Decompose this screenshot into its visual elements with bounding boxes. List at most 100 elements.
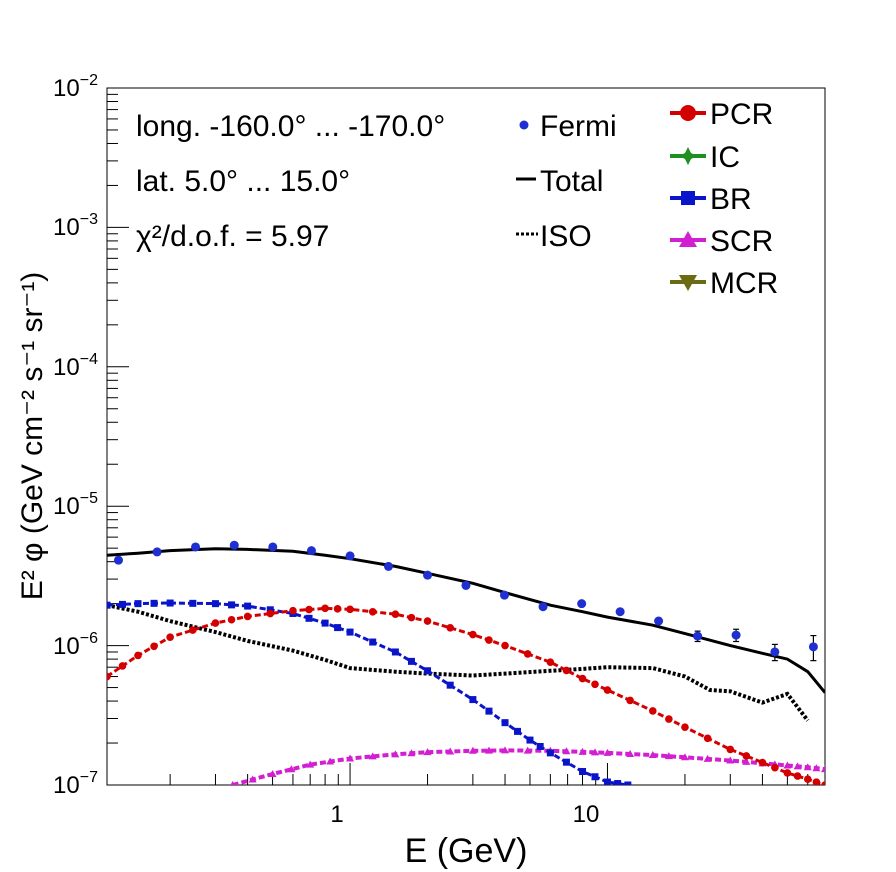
annotation-longitude: long. -160.0° ... -170.0° [136,110,445,143]
br-marker [446,681,454,689]
scr-marker [626,749,635,757]
scr-marker [726,756,735,764]
fermi-point [191,542,201,552]
legend-left: Fermi Total ISO [516,110,617,253]
legend-fermi-label: Fermi [540,110,617,143]
axis-ticks [107,93,826,786]
pcr-marker [665,715,673,723]
y-axis-title: E² φ (GeV cm⁻² s⁻¹ sr⁻¹) [16,272,49,601]
pcr-marker [485,636,493,644]
scr-marker [578,747,587,755]
legend-scr-label: SCR [710,225,773,258]
pcr-marker [803,775,812,784]
legend-fermi-marker [519,120,529,130]
legend-br-marker [681,191,695,205]
br-marker [369,638,377,646]
br-marker [244,602,252,610]
br-marker [485,707,493,715]
legend-right: PCR IC BR SCR MCR [670,98,778,300]
pcr-marker [546,658,555,667]
fermi-point [461,580,471,590]
br-marker [546,749,554,757]
br-marker [134,600,142,608]
scr-marker [703,754,712,762]
pcr-marker [407,613,416,622]
br-marker [579,767,587,775]
fermi-point [268,542,278,552]
fermi-point [345,551,355,561]
scr-marker [446,747,455,755]
annotation-chi2: χ²/d.o.f. = 5.97 [136,220,329,253]
scr-marker [821,765,825,773]
pcr-marker [211,619,220,627]
x-axis-title: E (GeV) [405,832,528,870]
fermi-point [152,547,162,557]
legend-ic-marker [679,147,697,165]
br-marker [603,778,611,785]
br-marker [526,736,534,744]
fermi-point [306,546,316,556]
pcr-marker [391,610,400,618]
br-marker [391,648,399,656]
x-tick-label-1: 1 [330,801,343,828]
pcr-marker [446,624,455,632]
scr-marker [793,762,802,770]
scr-marker [484,746,493,754]
br-marker [189,599,197,607]
pcr-marker [305,605,313,614]
br-marker [118,600,126,608]
br-marker [424,667,432,675]
pcr-marker [333,605,342,613]
br-marker [591,773,599,781]
pcr-marker [243,612,252,621]
br-marker [501,719,509,727]
pcr-marker [771,763,779,772]
scr-marker [562,747,571,755]
br-marker [228,601,236,609]
fermi-point [383,561,393,571]
fermi-point [229,540,239,550]
scr-marker [603,748,612,756]
fermi-point [654,616,664,626]
pcr-marker [107,672,111,681]
legend-total-label: Total [540,165,603,198]
plot-frame [106,87,826,786]
pcr-marker [523,650,532,658]
scr-marker [326,757,335,765]
pcr-marker [469,630,477,639]
scr-marker [812,764,821,772]
scr-marker [680,753,689,761]
scr-marker [230,781,235,785]
y-tick-label-1e-6: 10−6 [53,630,98,660]
pcr-marker [812,778,821,785]
pcr-marker [591,680,599,689]
fermi-point [770,647,780,657]
fermi-point [113,555,123,565]
scr-marker [468,746,477,754]
legend-iso-label: ISO [540,220,592,253]
fermi-point [731,630,741,640]
scr-marker [664,752,673,760]
pcr-marker [134,651,142,660]
scr-marker [391,750,400,758]
series-iso [107,603,810,722]
pcr-marker [266,609,275,618]
series-scr [232,748,825,785]
pcr-marker [821,781,825,785]
legend-br-label: BR [710,183,752,216]
pcr-marker [346,605,354,614]
fermi-point [693,631,703,641]
scr-marker [783,761,792,769]
fermi-point [423,570,433,580]
data-series [107,540,825,785]
br-marker [469,696,477,704]
pcr-marker [648,707,657,715]
pcr-marker [603,686,612,694]
pcr-marker [681,723,689,731]
scr-marker [523,746,532,754]
pcr-marker [118,662,127,670]
br-marker [346,628,354,636]
scr-marker [287,765,296,773]
legend-ic-label: IC [710,141,740,174]
